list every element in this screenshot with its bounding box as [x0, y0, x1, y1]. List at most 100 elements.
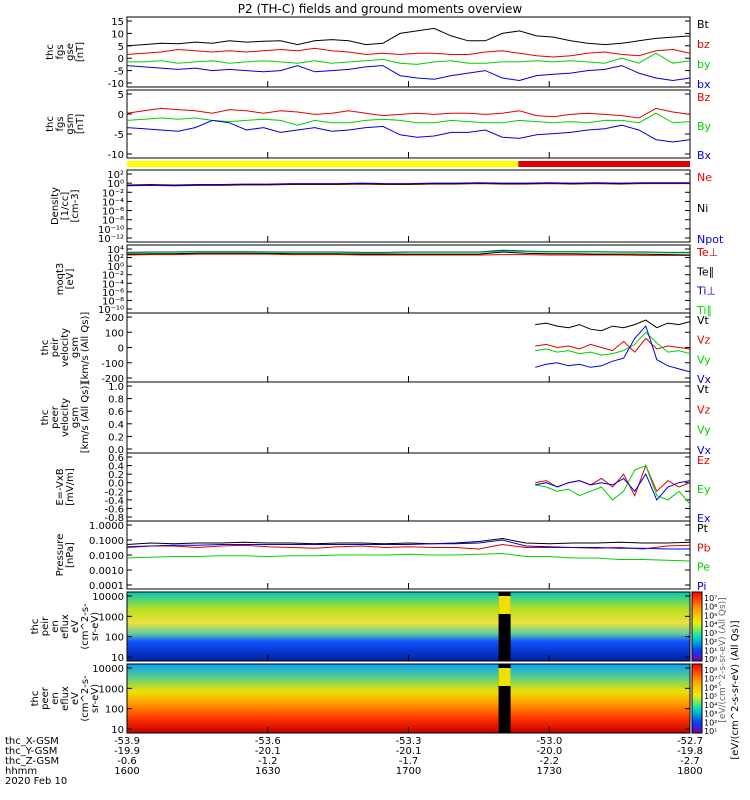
panel-ylabel-line: peer [40, 686, 51, 710]
y-tick-label: 0.0 [108, 445, 124, 456]
colorbar-tick-label: 10² [704, 638, 717, 647]
panel-ylabel-line: gse [65, 43, 76, 61]
series-Pe [126, 552, 691, 562]
colorbar-tick-label: 10¹ [704, 727, 717, 736]
series-Pb [126, 543, 691, 550]
y-tick-label: -0.4 [104, 496, 124, 507]
panel-fgs_gsm: thc fgs gsm [nT] 5 0 -5 -10 Bz By Bx [45, 89, 712, 162]
x-axis-column-value: -19.8 [677, 746, 703, 757]
panel-efield: E=-VxB [mV/m] 0.60.40.20.0-0.2-0.4-0.6-0.8… [55, 452, 711, 525]
colorbar-tick-label: 10⁰ [704, 655, 717, 664]
y-tick-label: 5 [118, 42, 124, 53]
legend-Vx: Vx [697, 373, 712, 386]
panel-ylabel-line: [cm-3] [70, 189, 81, 222]
panel-ylabel-line: (cm^2-s- [80, 675, 91, 722]
panel-ylabel-line: thc [40, 410, 51, 426]
y-tick-label: 100 [105, 705, 124, 716]
x-axis-row-label: thc_Z-GSM [5, 756, 59, 767]
series-Vy [535, 331, 691, 356]
panel-ylabel-line: eflux [60, 614, 71, 639]
legend-Ez: Ez [697, 454, 710, 467]
x-axis-column-value: -52.7 [677, 736, 703, 747]
colorbar [691, 663, 703, 734]
panel-ylabel-line: thc [30, 619, 41, 635]
panel-ylabel-line: eV [70, 620, 81, 633]
x-axis-column-value: 1600 [114, 766, 139, 777]
panel-ylabel-line: gsm [65, 113, 76, 134]
heatmap-image [127, 592, 690, 661]
figure-title: P2 (TH-C) fields and ground moments over… [238, 2, 523, 16]
panel-peer_velocity: thc peer velocity gsm [km/s (All Qs)] 1.00.80… [40, 381, 712, 457]
panel-ylabel-line: fgs [55, 44, 66, 59]
y-tick-label: 1.0 [108, 382, 124, 393]
panel-ylabel-line: [km/s (All Qs)] [80, 382, 91, 454]
colorbar-tick-label: 10⁶ [704, 603, 717, 612]
colorbar-tick-label: 10³ [704, 629, 717, 638]
colorbar-tick-label: 10⁴ [704, 701, 717, 710]
y-tick-label: 10000 [92, 664, 124, 675]
series-Vt [535, 319, 691, 332]
colorbar-tick-label: 10¹ [704, 646, 717, 655]
legend-Ex: Ex [697, 512, 711, 525]
panel-frame [126, 169, 691, 243]
series-Pt [126, 537, 691, 545]
panel-ylabel-line: en [50, 620, 61, 633]
legend-Npot: Npot [697, 233, 724, 246]
legend-Vy: Vy [697, 353, 711, 366]
panel-frame [126, 89, 691, 159]
y-tick-label: 5 [118, 90, 124, 101]
colorbar-tick-label: 10⁴ [704, 620, 717, 629]
panel-ylabel-line: thc [45, 116, 56, 132]
panel-frame [126, 312, 691, 383]
y-tick-label: 0.1000 [89, 536, 124, 547]
legend-by: by [697, 58, 711, 71]
colorbar-tick-label: 10⁷ [704, 675, 717, 684]
legend-Bz: Bz [697, 91, 711, 104]
y-tick-label: 0 [118, 54, 124, 65]
colorbar-tick-label: 10⁵ [704, 611, 717, 620]
panel-ylabel-line: [mV/m] [65, 468, 76, 506]
legend-Ti⊥: Ti⊥ [696, 285, 716, 298]
y-tick-label: 10 [111, 725, 124, 736]
heatmap-gap-fill [498, 668, 511, 686]
colorbar-tick-label: 10² [704, 718, 717, 727]
y-tick-label: 100 [105, 633, 124, 644]
colorbar-tick-label: 10⁸ [704, 666, 717, 675]
y-tick-label: -5 [114, 130, 124, 141]
legend-By: By [697, 120, 712, 133]
y-tick-label: 10⁻² [102, 271, 124, 282]
y-tick-label: -200 [101, 374, 124, 385]
y-tick-label: 0.6 [108, 453, 124, 464]
x-axis-column-value: -53.3 [396, 736, 422, 747]
panel-ylabel-line: [km/s (All Qs)] [80, 312, 91, 384]
x-axis-column-value: -53.9 [114, 736, 140, 747]
legend-Pb: Pb [697, 541, 711, 554]
colorbar-label: [eV/(cm^2-s-sr-eV) (All Qs)] [730, 620, 741, 759]
x-axis-row-label: thc_X-GSM [5, 736, 59, 747]
panel-ylabel-line: sr-eV) [90, 684, 101, 713]
legend-Vz: Vz [697, 334, 711, 347]
series-Ex [535, 473, 691, 501]
y-tick-label: 10 [111, 29, 124, 40]
y-tick-label: -0.8 [104, 513, 124, 524]
y-tick-label: 10⁻⁴ [102, 279, 124, 290]
y-tick-label: 0.8 [108, 395, 124, 406]
panel-ylabel-line: E=-VxB [55, 468, 66, 505]
panel-ylabel-line: sr-eV) [90, 612, 101, 641]
colorbar-tick-label: 10³ [704, 710, 717, 719]
x-axis-column-value: -20.1 [396, 746, 422, 757]
legend-Vt: Vt [697, 314, 710, 327]
panel-ylabel-line: Density [50, 187, 61, 225]
y-tick-label: -0.6 [104, 504, 124, 515]
y-tick-label: 10 [111, 653, 124, 664]
legend-bz: bz [697, 38, 710, 51]
series-by [127, 52, 691, 65]
colorbar-tick-label: 10⁵ [704, 692, 717, 701]
panel-ylabel-line: [nT] [75, 42, 86, 62]
y-tick-label: 0.4 [108, 462, 124, 473]
panel-ylabel-line: gsm [70, 337, 81, 358]
series-bz [126, 47, 691, 58]
y-tick-label: 0.6 [108, 407, 124, 418]
